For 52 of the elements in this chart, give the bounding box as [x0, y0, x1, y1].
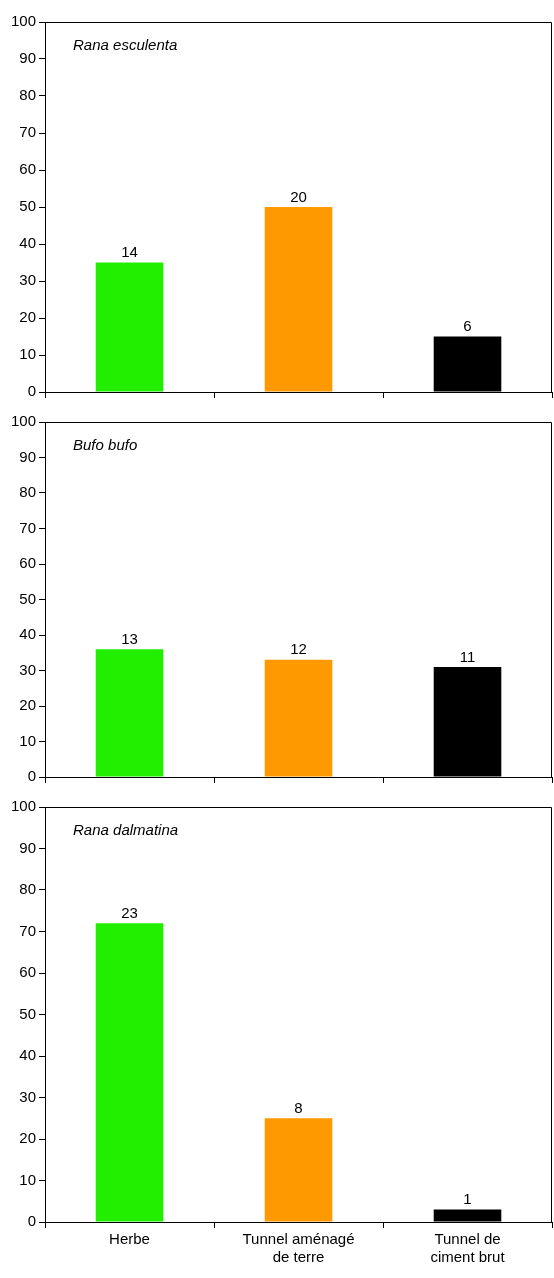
bar — [264, 1118, 333, 1222]
y-tick-label: 80 — [19, 86, 37, 104]
bar — [264, 207, 333, 392]
y-tick-label: 70 — [19, 518, 37, 536]
text: Rana dalmatina — [73, 820, 179, 838]
annotation: 1 — [463, 1190, 472, 1208]
y-tick-label: 50 — [19, 197, 37, 215]
y-tick-label: 90 — [19, 49, 37, 67]
y-tick-label: 30 — [19, 660, 37, 678]
y-tick-label: 80 — [19, 880, 37, 898]
y-tick-label: 20 — [19, 1129, 37, 1147]
bar — [95, 262, 164, 392]
y-tick-label: 90 — [19, 838, 37, 856]
y-tick-label: 50 — [19, 589, 37, 607]
annotation: 20 — [290, 187, 307, 205]
x-tick-label: Tunnel aménagé de terre — [242, 1230, 355, 1266]
y-tick-label: 40 — [19, 1046, 37, 1064]
y-tick-label: 100 — [11, 12, 37, 30]
annotation: 8 — [294, 1098, 303, 1116]
y-tick-label: 10 — [19, 731, 37, 749]
y-tick-label: 40 — [19, 234, 37, 252]
text: Rana esculenta — [73, 35, 178, 53]
y-tick-label: 100 — [11, 412, 37, 430]
y-tick-label: 0 — [27, 1212, 37, 1230]
y-tick-label: 80 — [19, 483, 37, 501]
x-tick-label: Tunnel de ciment brut — [430, 1230, 506, 1266]
y-tick-label: 70 — [19, 123, 37, 141]
bar — [95, 923, 164, 1222]
y-tick-label: 100 — [11, 797, 37, 815]
y-tick-label: 20 — [19, 308, 37, 326]
y-tick-label: 10 — [19, 345, 37, 363]
y-tick-label: 70 — [19, 921, 37, 939]
y-tick-label: 0 — [27, 767, 37, 785]
y-tick-label: 20 — [19, 696, 37, 714]
y-tick-label: 60 — [19, 963, 37, 981]
y-tick-label: 50 — [19, 1004, 37, 1022]
x-tick-label: Herbe — [109, 1230, 150, 1248]
annotation: 6 — [463, 317, 472, 335]
annotation: 12 — [290, 640, 307, 658]
y-tick-label: 30 — [19, 1087, 37, 1105]
y-tick-label: 90 — [19, 447, 37, 465]
annotation: 23 — [121, 903, 138, 921]
y-tick-label: 30 — [19, 271, 37, 289]
y-tick-label: 60 — [19, 160, 37, 178]
y-tick-label: 60 — [19, 554, 37, 572]
y-tick-label: 40 — [19, 625, 37, 643]
annotation: 13 — [121, 629, 138, 647]
y-tick-label: 0 — [27, 382, 37, 400]
y-tick-label: 10 — [19, 1170, 37, 1188]
text: Bufo bufo — [73, 435, 138, 453]
annotation: 14 — [121, 243, 138, 261]
annotation: 11 — [459, 647, 476, 665]
